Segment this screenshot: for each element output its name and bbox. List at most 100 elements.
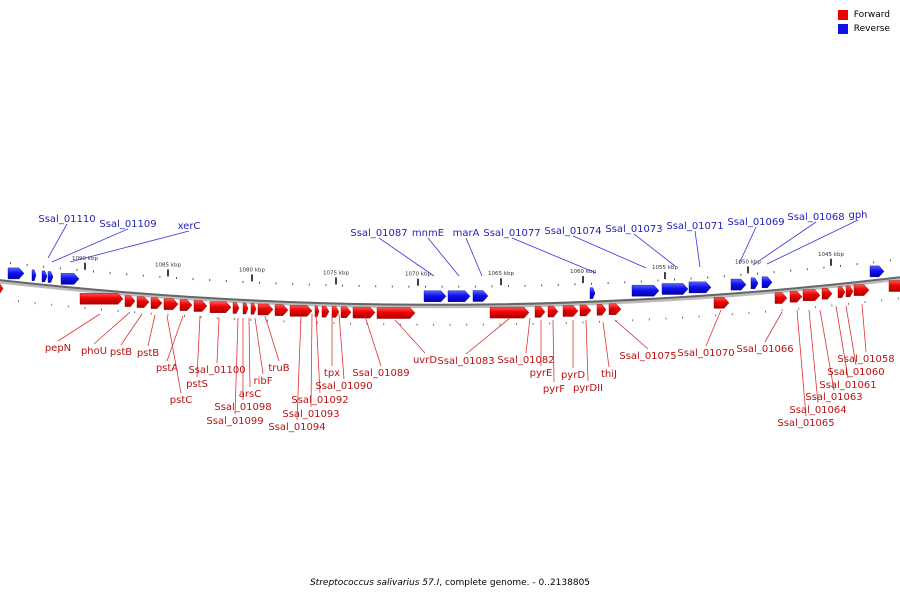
gene-forward-16	[321, 305, 330, 318]
label-forward-32: Ssal_01063	[805, 309, 863, 403]
gene-reverse-8	[589, 287, 596, 299]
label-forward-31: Ssal_01064	[789, 309, 847, 416]
map-caption: Streptococcus salivarius 57.I, complete …	[0, 578, 900, 588]
gene-label-ssal-01109: Ssal_01109	[99, 219, 156, 230]
label-forward-16: tpx	[324, 314, 340, 379]
gene-reverse-15	[869, 265, 885, 278]
tick-1090-kbp: 1090 kbp	[72, 256, 98, 270]
gene-label-ssal-01093: Ssal_01093	[282, 409, 339, 420]
gene-forward-26	[596, 304, 607, 316]
label-forward-9: Ssal_01099	[206, 317, 264, 427]
svg-text:1090 kbp: 1090 kbp	[72, 256, 98, 262]
gene-label-pyrd: pyrD	[561, 370, 585, 381]
legend-item-reverse: Reverse	[837, 22, 890, 36]
label-forward-28: Ssal_01070	[677, 309, 735, 359]
gene-label-ssal-01083: Ssal_01083	[437, 356, 494, 367]
label-reverse-1: Ssal_01109	[51, 219, 157, 263]
legend-label-forward: Forward	[853, 10, 890, 20]
gene-forward-27	[608, 303, 622, 315]
label-forward-13: Ssal_01092	[291, 313, 349, 406]
legend: Forward Reverse	[837, 8, 890, 36]
tick-1065-kbp: 1065 kbp	[488, 271, 514, 286]
gene-label-ribf: ribF	[254, 376, 273, 387]
tick-1060-kbp: 1060 kbp	[570, 269, 596, 284]
label-forward-19: uvrD	[394, 319, 437, 366]
caption-organism: Streptococcus salivarius 57.I	[309, 578, 440, 588]
gene-label-ssal-01077: Ssal_01077	[483, 228, 540, 239]
gene-label-ssal-01099: Ssal_01099	[206, 416, 263, 427]
gene-reverse-13	[750, 277, 759, 290]
gene-label-arsc: arsC	[239, 389, 261, 400]
gene-label-ssal-01060: Ssal_01060	[827, 367, 884, 378]
label-forward-27: Ssal_01075	[614, 319, 677, 362]
gene-label-ssal-01110: Ssal_01110	[38, 214, 95, 225]
svg-text:1055 kbp: 1055 kbp	[652, 265, 678, 271]
gene-forward-35	[853, 284, 870, 296]
gene-reverse-1	[31, 269, 37, 282]
label-forward-4: pstA	[156, 315, 184, 374]
genome-backbone-shadow	[0, 277, 900, 309]
svg-text:1050 kbp: 1050 kbp	[735, 259, 761, 265]
gene-forward-2	[124, 295, 136, 307]
gene-label-ssal-01068: Ssal_01068	[787, 212, 844, 223]
gene-label-ssal-01100: Ssal_01100	[188, 365, 245, 376]
gene-label-ssal-01065: Ssal_01065	[777, 418, 834, 429]
gene-forward-23	[547, 305, 559, 318]
gene-forward-7	[193, 300, 208, 312]
gene-forward-31	[802, 289, 821, 301]
gene-forward-29	[774, 292, 788, 304]
gene-label-phou: phoU	[81, 346, 107, 357]
gene-label-ssal-01074: Ssal_01074	[544, 226, 601, 237]
gene-forward-19	[352, 306, 376, 319]
label-forward-21: Ssal_01082	[497, 317, 555, 366]
gene-reverse-14	[761, 276, 773, 288]
label-reverse-0: Ssal_01110	[38, 214, 96, 259]
label-reverse-11: Ssal_01068	[752, 212, 845, 266]
legend-item-forward: Forward	[837, 8, 890, 22]
label-reverse-4: mnmE	[412, 228, 460, 277]
gene-forward-1	[79, 293, 124, 305]
label-forward-20: Ssal_01083	[437, 317, 511, 367]
gene-reverse-6	[447, 290, 471, 302]
gene-forward-9	[232, 302, 240, 314]
gene-forward-6	[179, 299, 193, 311]
gene-reverse-10	[661, 283, 689, 295]
gene-label-pepn: pepN	[45, 343, 71, 354]
gene-forward-28	[713, 297, 730, 309]
gene-forward-10	[242, 302, 249, 315]
tick-1070-kbp: 1070 kbp	[405, 272, 431, 286]
gene-reverse-7	[472, 290, 489, 302]
label-reverse-3: Ssal_01087	[350, 228, 435, 277]
gene-label-ssal-01089: Ssal_01089	[352, 368, 409, 379]
label-forward-22: pyrE	[530, 320, 552, 379]
gene-label-ssal-01094: Ssal_01094	[268, 422, 325, 433]
label-reverse-8: Ssal_01073	[605, 224, 676, 267]
gene-label-ssal-01075: Ssal_01075	[619, 351, 676, 362]
tick-1075-kbp: 1075 kbp	[323, 270, 349, 285]
label-forward-23: pyrF	[543, 319, 565, 395]
label-forward-2: pstB	[110, 313, 143, 358]
gene-forward-8	[209, 301, 232, 313]
svg-text:1060 kbp: 1060 kbp	[570, 269, 596, 275]
gene-forward-22	[534, 306, 546, 318]
label-forward-3: pstB	[137, 314, 159, 359]
label-forward-25: pyrDII	[573, 319, 603, 394]
gene-forward-3	[136, 296, 150, 308]
gene-layer	[0, 265, 900, 319]
legend-swatch-forward	[837, 10, 848, 20]
label-forward-35: Ssal_01058	[837, 303, 895, 365]
label-forward-11: ribF	[254, 317, 273, 387]
label-reverse-2: xerC	[69, 221, 200, 263]
gene-label-ssal-01063: Ssal_01063	[805, 392, 862, 403]
gene-label-pstb: pstB	[137, 348, 159, 359]
gene-label-mara: marA	[453, 228, 480, 239]
gene-forward-13	[274, 304, 289, 316]
label-forward-7: Ssal_01100	[188, 317, 246, 376]
gene-label-psta: pstA	[156, 363, 178, 374]
gene-forward-18	[340, 306, 352, 318]
gene-forward-24	[562, 305, 579, 317]
gene-forward-11	[250, 303, 257, 315]
gene-reverse-9	[631, 284, 660, 297]
svg-text:1045 kbp: 1045 kbp	[818, 252, 844, 258]
